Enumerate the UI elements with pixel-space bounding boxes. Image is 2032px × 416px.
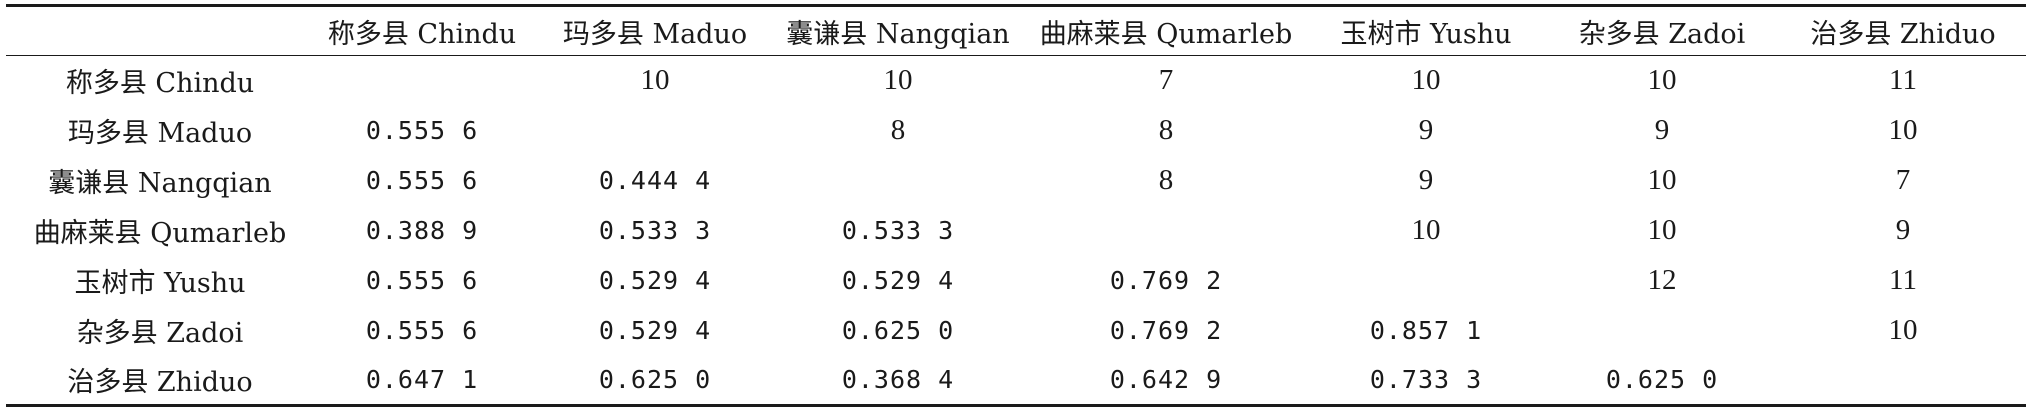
- table-cell: 8: [890, 114, 906, 146]
- table-cell: 8: [1158, 114, 1174, 146]
- table-cell: 0.625 0: [538, 355, 772, 407]
- table-cell: [772, 156, 1024, 206]
- table-cell: 0.444 4: [598, 166, 712, 195]
- table-cell: 0.533 3: [841, 216, 955, 245]
- row-header: 杂多县 Zadoi: [76, 318, 244, 349]
- table-cell: 10: [1647, 64, 1677, 97]
- table-cell: 10: [1411, 64, 1441, 97]
- table-cell: [1544, 306, 1780, 356]
- table-row: 玛多县 Maduo 0.555 6 8 8 9 9 10: [6, 106, 2026, 156]
- row-header: 治多县 Zhiduo: [6, 355, 306, 407]
- table-cell: 0.555 6: [365, 316, 479, 345]
- table-cell: 0.769 2: [1109, 316, 1223, 345]
- row-header: 称多县 Chindu: [65, 68, 255, 100]
- table-row: 称多县 Chindu 10 10 7 10 10 11: [6, 56, 2026, 106]
- row-header: 玛多县 Maduo: [67, 118, 253, 149]
- column-header-nangqian: 囊谦县 Nangqian: [772, 4, 1024, 56]
- table-cell: [538, 106, 772, 156]
- table-cell: 0.529 4: [841, 266, 955, 295]
- table-cell: 10: [1888, 314, 1918, 346]
- table-row: 治多县 Zhiduo 0.647 1 0.625 0 0.368 4 0.642…: [6, 355, 2026, 407]
- table-cell: [1024, 206, 1308, 256]
- table-cell: 0.555 6: [365, 116, 479, 145]
- column-header-maduo: 玛多县 Maduo: [538, 4, 772, 56]
- column-header-yushu: 玉树市 Yushu: [1308, 4, 1544, 56]
- table-cell: 9: [1418, 164, 1434, 196]
- table-cell: 0.533 3: [598, 216, 712, 245]
- row-header: 囊谦县 Nangqian: [48, 168, 272, 199]
- table-cell: 11: [1889, 64, 1917, 97]
- table-cell: 0.733 3: [1308, 355, 1544, 407]
- table-cell: 10: [640, 64, 670, 97]
- column-header-zhiduo: 治多县 Zhiduo: [1780, 4, 2026, 56]
- table-cell: [1308, 256, 1544, 306]
- table-cell: 0.625 0: [841, 316, 955, 345]
- table-cell: 10: [1647, 214, 1677, 246]
- table-cell: 0.642 9: [1024, 355, 1308, 407]
- similarity-matrix-table: 称多县 Chindu 玛多县 Maduo 囊谦县 Nangqian 曲麻莱县 Q…: [6, 4, 2026, 407]
- table-cell: 10: [1888, 114, 1918, 146]
- header-row: 称多县 Chindu 玛多县 Maduo 囊谦县 Nangqian 曲麻莱县 Q…: [6, 4, 2026, 56]
- table-cell: 9: [1654, 114, 1670, 146]
- table-cell: 0.857 1: [1369, 316, 1483, 345]
- table-cell: 0.769 2: [1109, 266, 1223, 295]
- row-header: 曲麻莱县 Qumarleb: [33, 218, 287, 249]
- column-header-zadoi: 杂多县 Zadoi: [1544, 4, 1780, 56]
- row-header: 玉树市 Yushu: [74, 268, 246, 299]
- table-cell: [1780, 355, 2026, 407]
- table-header: 称多县 Chindu 玛多县 Maduo 囊谦县 Nangqian 曲麻莱县 Q…: [6, 4, 2026, 56]
- table-cell: 9: [1895, 214, 1911, 246]
- table-row: 曲麻莱县 Qumarleb 0.388 9 0.533 3 0.533 3 10…: [6, 206, 2026, 256]
- table-cell: 11: [1889, 264, 1917, 296]
- table-body: 称多县 Chindu 10 10 7 10 10 11 玛多县 Maduo 0.…: [6, 56, 2026, 407]
- table-cell: 0.368 4: [772, 355, 1024, 407]
- table-row: 囊谦县 Nangqian 0.555 6 0.444 4 8 9 10 7: [6, 156, 2026, 206]
- table-cell: 10: [883, 64, 913, 97]
- table-row: 杂多县 Zadoi 0.555 6 0.529 4 0.625 0 0.769 …: [6, 306, 2026, 356]
- table-cell: 0.625 0: [1544, 355, 1780, 407]
- table-cell: 9: [1418, 114, 1434, 146]
- table-cell: 8: [1158, 164, 1174, 196]
- table-cell: 10: [1647, 164, 1677, 196]
- table-cell: 0.388 9: [365, 216, 479, 245]
- table-cell: 0.555 6: [365, 266, 479, 295]
- table-cell: 10: [1411, 214, 1441, 246]
- corner-cell: [6, 4, 306, 56]
- column-header-chindu: 称多县 Chindu: [306, 4, 538, 56]
- table-cell: 0.647 1: [306, 355, 538, 407]
- table-cell: 7: [1158, 64, 1174, 97]
- table-cell: 7: [1895, 164, 1911, 196]
- table-cell: 0.555 6: [365, 166, 479, 195]
- table-row: 玉树市 Yushu 0.555 6 0.529 4 0.529 4 0.769 …: [6, 256, 2026, 306]
- column-header-qumarleb: 曲麻莱县 Qumarleb: [1024, 4, 1308, 56]
- similarity-table-container: 称多县 Chindu 玛多县 Maduo 囊谦县 Nangqian 曲麻莱县 Q…: [6, 4, 2026, 407]
- table-cell: 12: [1647, 264, 1677, 296]
- table-cell: 0.529 4: [598, 266, 712, 295]
- table-cell: 0.529 4: [598, 316, 712, 345]
- table-cell: [306, 56, 538, 106]
